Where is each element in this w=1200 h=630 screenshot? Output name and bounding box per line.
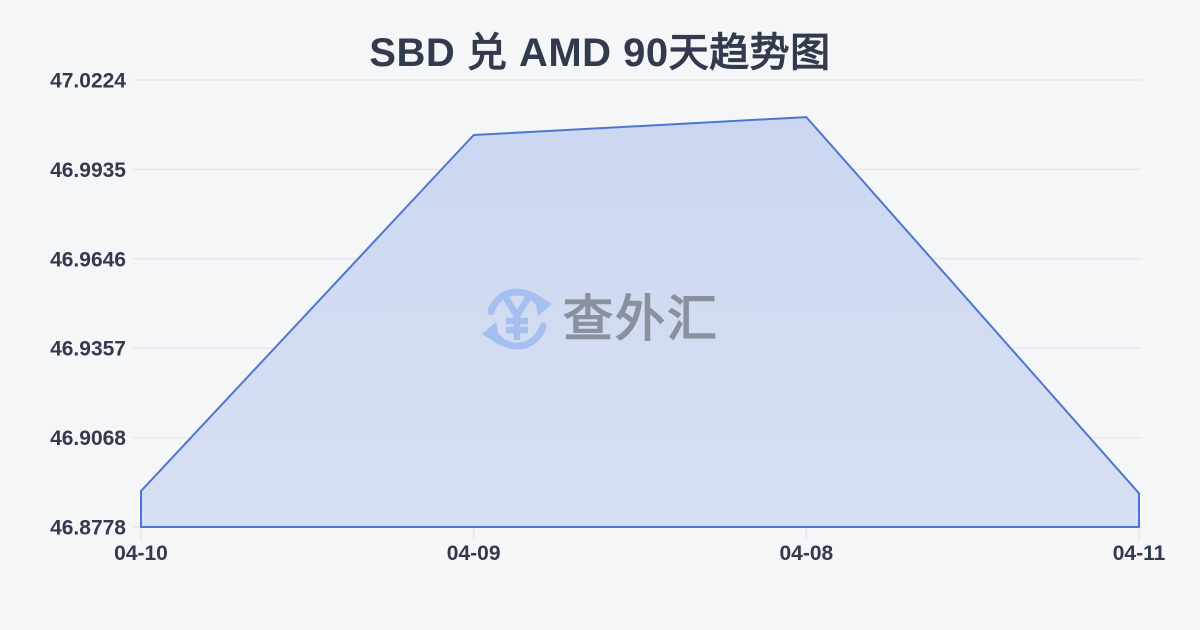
svg-text:46.9357: 46.9357 — [50, 338, 126, 361]
svg-text:46.9068: 46.9068 — [50, 427, 126, 450]
x-axis-ticks — [140, 527, 1140, 541]
svg-text:47.0224: 47.0224 — [50, 70, 126, 93]
chart-title: SBD 兑 AMD 90天趋势图 — [369, 31, 831, 75]
svg-text:04-09: 04-09 — [447, 542, 501, 565]
y-axis-labels: 47.0224 46.9935 46.9646 46.9357 46.9068 46.87… — [50, 70, 126, 540]
area-path — [140, 116, 1140, 528]
svg-text:04-08: 04-08 — [779, 542, 833, 565]
svg-text:04-11: 04-11 — [1113, 542, 1166, 565]
svg-text:46.9646: 46.9646 — [50, 248, 126, 271]
svg-text:46.8778: 46.8778 — [50, 517, 126, 540]
svg-text:46.9935: 46.9935 — [50, 159, 126, 182]
svg-text:04-10: 04-10 — [114, 542, 168, 565]
x-axis-labels: 04-10 04-09 04-08 04-11 — [114, 542, 1165, 565]
